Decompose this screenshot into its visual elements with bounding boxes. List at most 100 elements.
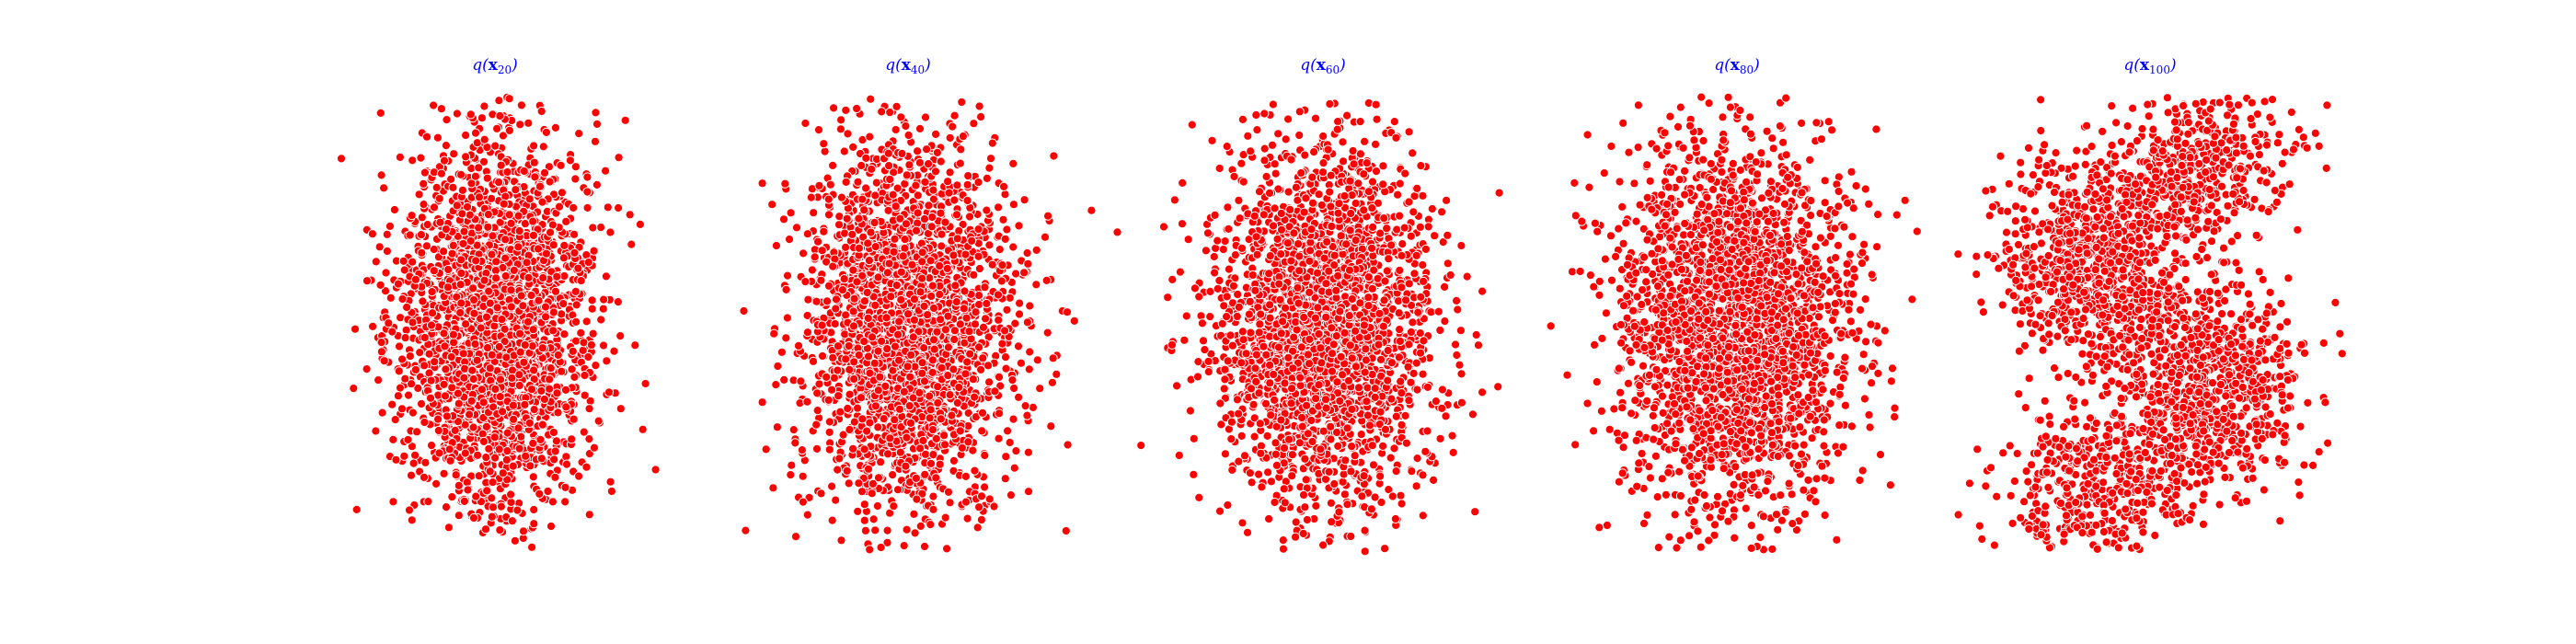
scatter-point (767, 200, 777, 210)
scatter-point (541, 312, 551, 322)
scatter-point (570, 174, 581, 184)
scatter-point (510, 535, 521, 546)
scatter-point (798, 497, 809, 507)
scatter-point (927, 355, 938, 365)
scatter-point (1003, 426, 1013, 436)
scatter-point (550, 286, 561, 296)
scatter-point (498, 131, 509, 141)
scatter-point (957, 97, 967, 108)
scatter-point (919, 301, 929, 311)
scatter-point (859, 500, 869, 510)
scatter-point (912, 494, 922, 504)
scatter-point (848, 142, 858, 152)
scatter-point (960, 286, 970, 296)
scatter-point (853, 506, 863, 517)
scatter-point (482, 486, 492, 496)
panel-title: q(x20) (472, 56, 518, 76)
scatter-point (928, 303, 939, 314)
scatter-point (462, 477, 472, 488)
scatter-point (936, 156, 946, 167)
scatter-point (416, 230, 426, 240)
scatter-point (970, 319, 981, 329)
scatter-point (584, 404, 594, 414)
scatter-point (891, 201, 901, 212)
scatter-point (936, 414, 946, 424)
scatter-point (998, 214, 1008, 224)
scatter-point (442, 411, 452, 421)
scatter-point (1041, 275, 1052, 285)
scatter-point (1009, 383, 1019, 394)
scatter-point (845, 364, 855, 374)
scatter-point (809, 208, 819, 218)
scatter-point (576, 276, 586, 286)
scatter-point (834, 220, 845, 230)
scatter-point (877, 336, 887, 346)
scatter-point (570, 286, 581, 296)
scatter-point (606, 486, 617, 497)
scatter-point (470, 339, 480, 350)
scatter-point (844, 340, 854, 351)
scatter-point (911, 225, 922, 236)
scatter-point (828, 352, 838, 362)
scatter-point (570, 162, 581, 172)
scatter-point (620, 115, 630, 125)
scatter-point (538, 272, 548, 283)
scatter-point (440, 341, 450, 351)
scatter-point (942, 544, 952, 554)
scatter-point (494, 178, 504, 188)
scatter-point (434, 448, 444, 458)
scatter-point (788, 425, 799, 435)
scatter-point (627, 239, 637, 249)
scatter-point (543, 486, 553, 497)
scatter-point (791, 223, 802, 233)
scatter-point (798, 471, 808, 481)
scatter-point (336, 154, 347, 164)
scatter-point (574, 471, 584, 481)
scatter-point (823, 395, 834, 405)
scatter-point (420, 332, 430, 343)
scatter-point (974, 291, 984, 301)
scatter-point (971, 307, 981, 317)
scatter-point (780, 178, 790, 189)
scatter-point (494, 96, 504, 106)
scatter-point (982, 173, 993, 183)
scatter-point (845, 424, 855, 435)
panel-title-subscript: 20 (498, 63, 512, 76)
scatter-point (390, 415, 400, 425)
scatter-point (926, 222, 937, 232)
scatter-point (900, 243, 910, 253)
scatter-point (515, 120, 525, 130)
scatter-point (408, 317, 418, 328)
scatter-point (598, 304, 608, 314)
scatter-point (603, 202, 613, 213)
scatter-point (913, 190, 923, 201)
scatter-point (443, 264, 454, 275)
scatter-point (859, 205, 869, 215)
scatter-point (524, 194, 535, 204)
scatter-point (368, 321, 378, 331)
scatter-point (528, 472, 538, 482)
scatter-point (470, 128, 481, 138)
scatter-point (1000, 326, 1010, 336)
scatter-point (470, 171, 481, 181)
scatter-point (650, 465, 661, 475)
scatter-point (509, 414, 519, 424)
scatter-point (403, 434, 413, 445)
scatter-point (581, 462, 592, 472)
scatter-point (1008, 200, 1019, 210)
scatter-point (1042, 328, 1052, 338)
scatter-point (395, 383, 406, 393)
scatter-point (460, 363, 470, 374)
scatter-point (1000, 474, 1010, 484)
scatter-point (519, 166, 529, 177)
scatter-point (394, 341, 405, 351)
scatter-point (598, 340, 609, 351)
scatter-point (865, 545, 875, 555)
scatter-point (522, 258, 532, 268)
scatter-point (442, 115, 452, 125)
scatter-point (435, 217, 445, 227)
scatter-point (426, 375, 436, 385)
scatter-point (985, 154, 996, 164)
scatter-point (561, 459, 572, 469)
scatter-point (557, 366, 567, 376)
